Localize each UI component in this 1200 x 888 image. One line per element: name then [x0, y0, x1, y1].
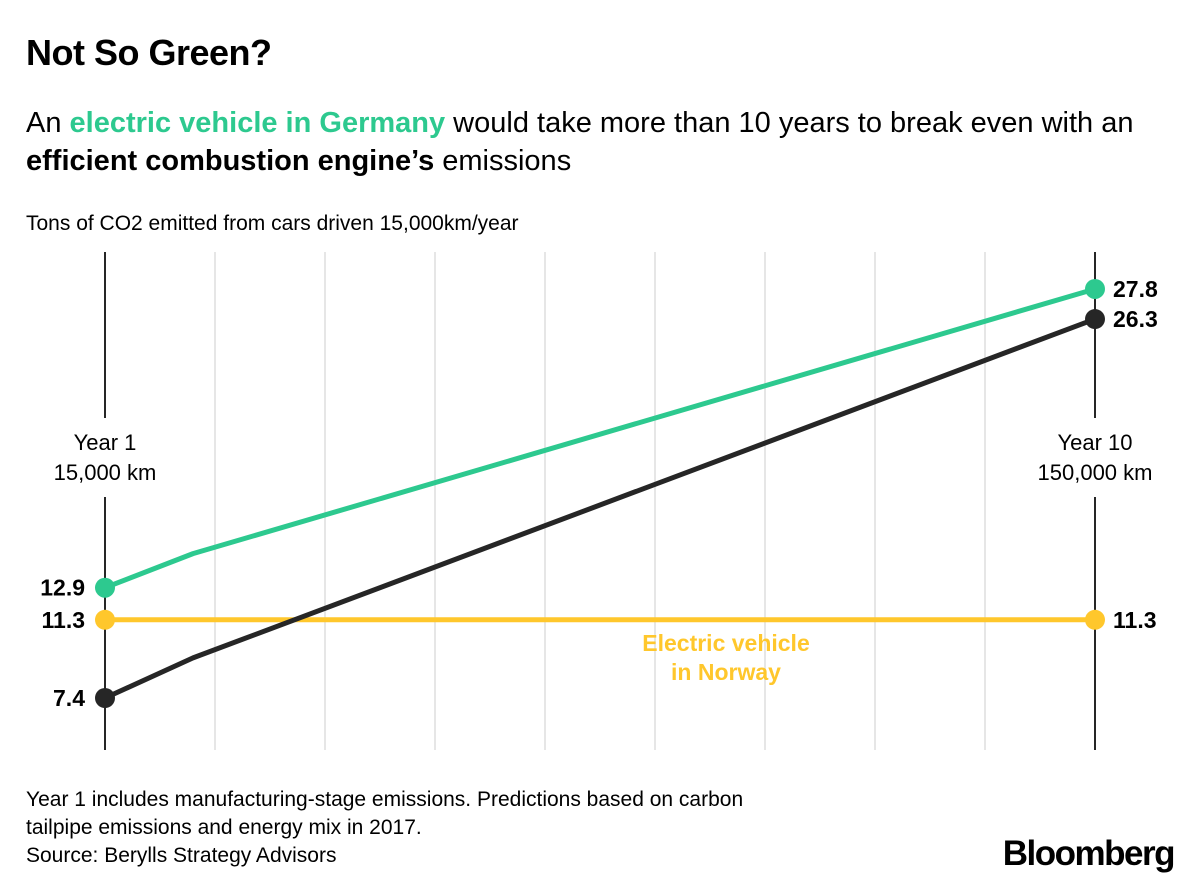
bloomberg-logo: Bloomberg: [1002, 834, 1176, 873]
data-point: [95, 609, 115, 630]
source-line: Source: Berylls Strategy Advisors: [26, 844, 337, 867]
chart-title: Not So Green?: [26, 32, 272, 73]
data-point: [1085, 278, 1105, 299]
data-point: [95, 688, 115, 708]
footnote-line: Year 1 includes manufacturing-stage emis…: [26, 788, 744, 811]
data-label: 11.3: [1113, 607, 1157, 633]
x-tick-label: Year 10: [1057, 430, 1132, 455]
footnote-line: tailpipe emissions and energy mix in 201…: [26, 816, 422, 839]
subtitle-bold: efficient combustion engine’s: [26, 145, 435, 177]
subtitle-part: An: [26, 107, 70, 139]
x-tick-label: 15,000 km: [54, 460, 157, 485]
chart-subtitle: An electric vehicle in Germany would tak…: [26, 104, 1176, 180]
series-line: [103, 316, 1096, 701]
data-label: 12.9: [40, 575, 85, 601]
subtitle-part: would take more than 10 years to break e…: [445, 107, 1134, 139]
data-point: [1085, 309, 1105, 330]
data-label: 11.3: [42, 607, 86, 633]
x-tick-label: 150,000 km: [1038, 460, 1153, 485]
data-label: 7.4: [53, 685, 85, 711]
data-point: [1085, 609, 1105, 630]
data-label: 26.3: [1113, 306, 1158, 332]
subtitle-part: emissions: [434, 145, 572, 177]
subtitle-highlight: electric vehicle in Germany: [69, 107, 446, 139]
y-axis-label: Tons of CO2 emitted from cars driven 15,…: [26, 212, 519, 235]
x-tick-label: Year 1: [74, 430, 137, 455]
series-line: [104, 286, 1096, 591]
data-label: 27.8: [1113, 276, 1158, 302]
data-point: [95, 577, 115, 598]
footnote: Year 1 includes manufacturing-stage emis…: [26, 786, 986, 870]
series-annotation: Electric vehicle: [642, 630, 810, 656]
series-annotation: in Norway: [671, 659, 781, 685]
